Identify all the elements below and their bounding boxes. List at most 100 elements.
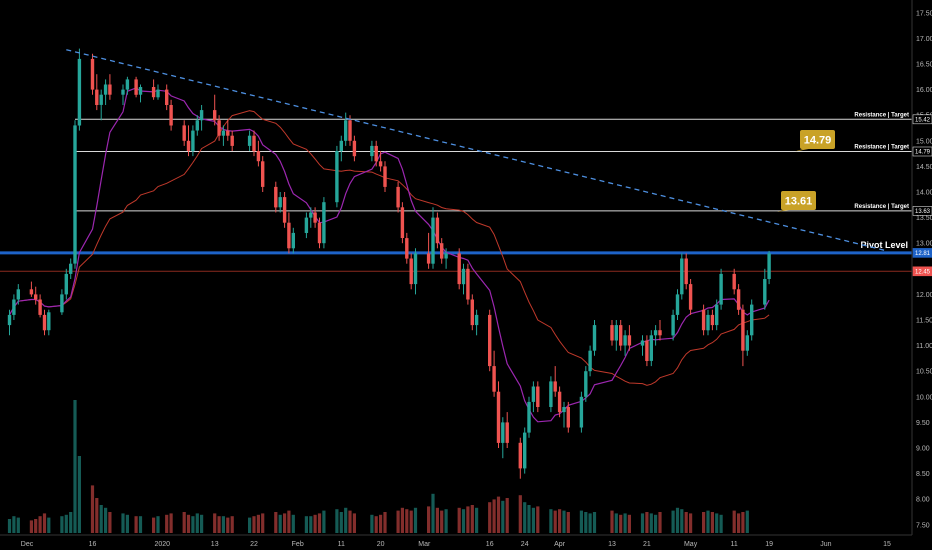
candle-body	[378, 161, 383, 167]
candle-body	[680, 258, 684, 295]
volume-bar	[335, 509, 339, 533]
candle-body	[99, 94, 103, 105]
y-tick-label: 10.00	[916, 394, 932, 401]
candle	[435, 212, 440, 249]
candle	[706, 309, 710, 336]
candle	[675, 289, 680, 320]
volume-bar	[217, 516, 221, 533]
candle	[383, 161, 387, 192]
volume-bar	[466, 506, 470, 533]
candle	[614, 320, 618, 351]
volume-bar	[523, 502, 527, 533]
candle	[278, 192, 282, 213]
candle	[584, 366, 588, 402]
volume-bar	[7, 519, 12, 533]
x-tick-label: 20	[377, 541, 385, 548]
candle-body	[34, 294, 38, 300]
volume-bar	[138, 516, 143, 533]
candle-body	[383, 166, 387, 187]
candle-body	[431, 217, 435, 264]
volume-bar	[191, 516, 195, 533]
volume-bar	[12, 516, 16, 533]
x-tick-label: May	[684, 541, 698, 548]
y-tick-label: 16.50	[916, 62, 932, 69]
volume-bar	[689, 513, 693, 533]
candle	[125, 76, 130, 95]
candle-body	[684, 258, 688, 285]
candle-body	[108, 84, 112, 95]
volume-bar	[348, 510, 352, 533]
candle-body	[409, 258, 413, 285]
candle-body	[710, 314, 715, 326]
candle	[322, 197, 326, 249]
candle-body	[256, 151, 261, 162]
candle-body	[195, 120, 199, 131]
volume-bar	[38, 516, 42, 533]
volume-bar	[592, 512, 597, 533]
volume-bar	[549, 509, 553, 533]
candle	[47, 309, 51, 336]
volume-bar	[287, 510, 291, 533]
candle-body	[317, 222, 322, 244]
candle-body	[16, 289, 20, 300]
trendline	[66, 49, 888, 252]
candle	[226, 120, 230, 141]
candle	[352, 135, 357, 162]
candle-body	[165, 89, 169, 105]
candle	[440, 238, 444, 264]
y-tick-label: 11.00	[916, 343, 932, 350]
candle	[42, 309, 47, 336]
candle-body	[523, 432, 527, 469]
candle	[90, 53, 95, 95]
candle	[64, 268, 68, 300]
x-tick-label: 13	[211, 541, 219, 548]
candle-body	[732, 273, 736, 290]
candle	[291, 227, 295, 254]
candle-body	[352, 140, 357, 157]
candle	[736, 284, 741, 315]
candle	[470, 294, 474, 331]
volume-bar	[200, 514, 204, 533]
price-axis[interactable]: 7.50 8.00 8.50 9.00 9.50 10.00 10.50 11.00 11.50…	[916, 10, 932, 529]
y-tick-label: 15.00	[916, 138, 932, 145]
last-price-tag-box	[912, 266, 932, 277]
volume-bar	[313, 514, 317, 533]
candle	[274, 181, 278, 213]
volume-bar	[413, 507, 418, 533]
candle-body	[374, 145, 378, 162]
candle	[339, 135, 343, 162]
volume-bar	[221, 516, 225, 533]
candle	[38, 294, 42, 318]
x-tick-label: Feb	[292, 541, 304, 548]
candle	[409, 253, 413, 290]
volume-bar	[584, 512, 588, 533]
x-tick-label: Jun	[820, 541, 831, 548]
time-axis[interactable]: Dec 16 2020 13 22 Feb 11 20 Mar 16 24 Apr 13 21 May 11 1…	[21, 541, 891, 548]
candle-body	[640, 340, 645, 346]
candle	[767, 250, 771, 285]
candle-body	[125, 79, 130, 90]
candle-body	[230, 135, 234, 146]
candle	[309, 207, 313, 228]
volume-bar	[108, 512, 112, 533]
candle	[378, 151, 383, 172]
volume-bar	[304, 516, 308, 533]
candle	[592, 320, 597, 356]
candle	[649, 330, 653, 367]
y-tick-label: 13.50	[916, 215, 932, 222]
x-tick-label: 19	[765, 541, 773, 548]
candle-body	[226, 130, 230, 136]
candle	[313, 207, 317, 228]
volume-bar	[278, 514, 282, 533]
candle	[627, 325, 632, 351]
volume-bar	[409, 510, 413, 533]
resistance-price-tag: 15.42	[912, 114, 932, 125]
candle	[151, 79, 156, 100]
volume-bar	[645, 512, 649, 533]
candle	[763, 268, 767, 310]
candle-body	[426, 253, 431, 264]
y-tick-label: 14.00	[916, 190, 932, 197]
y-tick-label: 17.00	[916, 36, 932, 43]
candle	[400, 202, 405, 244]
candle	[523, 427, 527, 474]
